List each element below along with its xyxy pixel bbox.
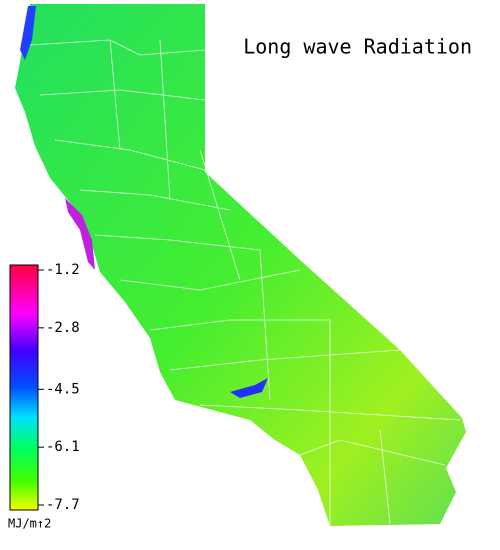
state-shape: [15, 4, 466, 526]
colorbar-unit: MJ/m↑2: [8, 517, 51, 531]
coast-patch: [65, 198, 95, 270]
map-title: Long wave Radiation: [243, 35, 472, 59]
colorbar-tick-label: -2.8: [46, 320, 80, 336]
colorbar-tick-label: -7.7: [46, 497, 80, 513]
colorbar-tick-label: -1.2: [46, 262, 80, 278]
colorbar-tick-label: -6.1: [46, 439, 80, 455]
coast-patch: [20, 6, 36, 60]
county-lines: [29, 39, 461, 526]
colorbar: [9, 264, 39, 511]
basin-patch: [230, 378, 268, 398]
california: [15, 4, 466, 526]
colorbar-tick-label: -4.5: [46, 381, 80, 397]
